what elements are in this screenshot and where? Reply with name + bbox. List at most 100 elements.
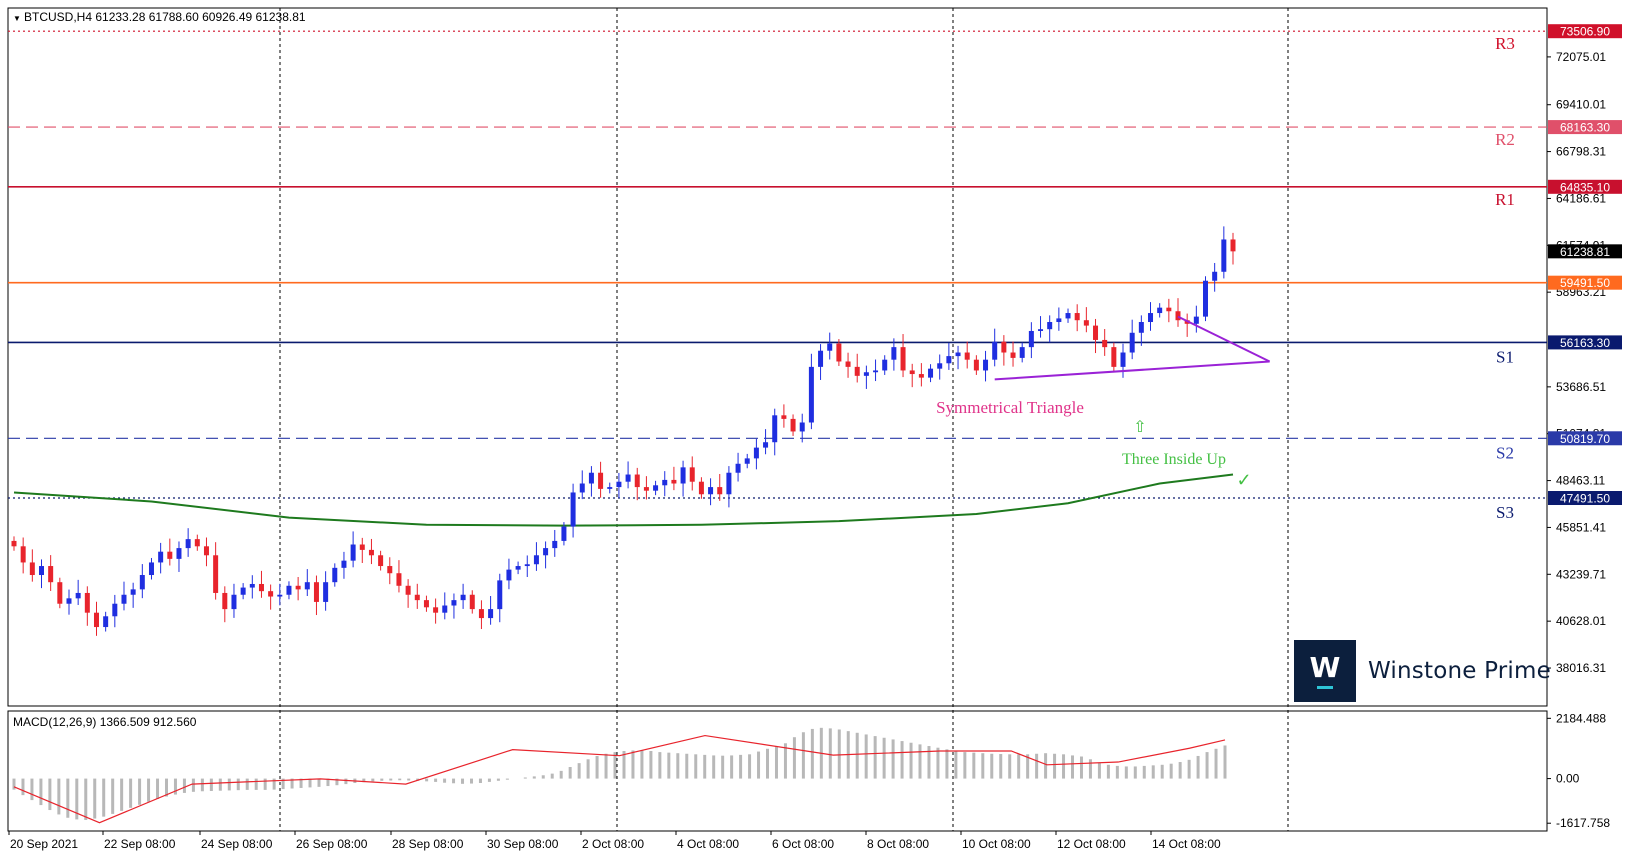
- candle-body: [304, 582, 310, 590]
- brand-logo: W Winstone Prime: [1294, 640, 1619, 702]
- candle-body: [121, 594, 127, 604]
- price-tick-label: 66798.31: [1556, 145, 1606, 159]
- brand-mark-bar: [1317, 685, 1333, 689]
- level-price-tag: [1548, 275, 1622, 290]
- candle-body: [148, 562, 154, 576]
- candle-body: [130, 589, 136, 595]
- candle-body: [643, 487, 649, 491]
- candle-body: [1148, 313, 1154, 323]
- candle-body: [1175, 311, 1181, 321]
- level-name-r3: R3: [1495, 34, 1515, 53]
- candle-body: [1028, 330, 1034, 348]
- price-tick-label: 72075.01: [1556, 50, 1606, 64]
- x-axis-label: 14 Oct 08:00: [1152, 837, 1221, 851]
- candle-body: [524, 564, 530, 567]
- candle-body: [176, 548, 182, 559]
- level-price-tag-label: 56163.30: [1560, 336, 1610, 350]
- candle-body: [332, 567, 338, 583]
- candle-body: [1093, 325, 1099, 340]
- candle-body: [249, 583, 255, 588]
- candle-body: [1157, 307, 1163, 314]
- candle-body: [1065, 313, 1071, 319]
- candle-body: [836, 343, 842, 362]
- x-axis-label: 6 Oct 08:00: [772, 837, 834, 851]
- candle-body: [48, 566, 54, 583]
- level-price-tag: [1548, 120, 1622, 135]
- macd-label: MACD(12,26,9) 1366.509 912.560: [13, 715, 197, 729]
- level-name-s3: S3: [1496, 503, 1514, 522]
- candle-body: [405, 585, 411, 595]
- candle-body: [799, 422, 805, 432]
- candle-body: [1212, 271, 1218, 281]
- x-axis-label: 10 Oct 08:00: [962, 837, 1031, 851]
- candle-body: [158, 551, 164, 563]
- x-axis-label: 22 Sep 08:00: [104, 837, 176, 851]
- candle-body: [423, 600, 429, 608]
- candle-body: [708, 487, 714, 495]
- level-price-tag-label: 47491.50: [1560, 492, 1610, 506]
- candle-body: [946, 356, 952, 364]
- price-tick-label: 69410.01: [1556, 98, 1606, 112]
- candle-body: [1221, 239, 1227, 272]
- candle-body: [992, 341, 998, 360]
- candle-body: [433, 607, 439, 613]
- moving-average-line: [13, 473, 1234, 527]
- candle-body: [552, 540, 558, 549]
- candle-body: [1047, 322, 1053, 330]
- macd-tick-label: 0.00: [1556, 772, 1580, 786]
- price-tick-label: 40628.01: [1556, 614, 1606, 628]
- candle-body: [1038, 329, 1044, 331]
- candle-body: [854, 366, 860, 376]
- candle-body: [772, 415, 778, 443]
- level-price-tag-label: 68163.30: [1560, 121, 1610, 135]
- pattern-check-icon: ✓: [1236, 470, 1251, 490]
- candle-body: [213, 555, 219, 593]
- candle-body: [1166, 307, 1172, 312]
- candle-body: [726, 472, 732, 495]
- level-name-r1: R1: [1495, 190, 1515, 209]
- candle-body: [625, 474, 631, 482]
- candle-body: [194, 539, 200, 547]
- candle-body: [973, 359, 979, 371]
- candle-body: [909, 370, 915, 375]
- price-tick-label: 43239.71: [1556, 567, 1606, 581]
- price-tick-label: 53686.51: [1556, 380, 1606, 394]
- level-price-tag: [1548, 24, 1622, 39]
- candle-body: [222, 592, 228, 610]
- candle-body: [231, 594, 237, 610]
- x-axis-label: 12 Oct 08:00: [1057, 837, 1126, 851]
- candle-body: [955, 352, 961, 357]
- candle-body: [350, 544, 356, 561]
- candle-body: [753, 447, 759, 459]
- candle-body: [918, 374, 924, 378]
- candle-body: [1203, 280, 1209, 317]
- candle-body: [378, 555, 384, 567]
- candle-body: [203, 546, 209, 556]
- candle-body: [616, 481, 622, 488]
- level-price-tag-label: 59491.50: [1560, 276, 1610, 290]
- brand-name: Winstone Prime: [1368, 658, 1551, 684]
- candle-body: [185, 539, 191, 549]
- candle-body: [488, 609, 494, 619]
- candle-body: [460, 594, 466, 601]
- x-axis-label: 24 Sep 08:00: [201, 837, 273, 851]
- candle-body: [983, 359, 989, 371]
- price-tick-label: 48463.11: [1556, 474, 1605, 488]
- candle-body: [570, 492, 576, 527]
- candle-body: [11, 540, 17, 547]
- price-tick-label: 64186.61: [1556, 191, 1606, 205]
- candle-body: [396, 573, 402, 586]
- candle-body: [57, 582, 63, 604]
- candle-body: [1138, 322, 1144, 333]
- candle-body: [808, 366, 814, 423]
- candle-body: [588, 472, 594, 484]
- candle-body: [744, 458, 750, 464]
- candle-body: [1019, 347, 1025, 358]
- candle-body: [928, 368, 934, 378]
- level-name-s2: S2: [1496, 443, 1514, 462]
- candle-body: [451, 600, 457, 606]
- candle-body: [1074, 313, 1080, 321]
- candle-body: [506, 569, 512, 581]
- candle-body: [653, 485, 659, 491]
- candle-body: [543, 548, 549, 556]
